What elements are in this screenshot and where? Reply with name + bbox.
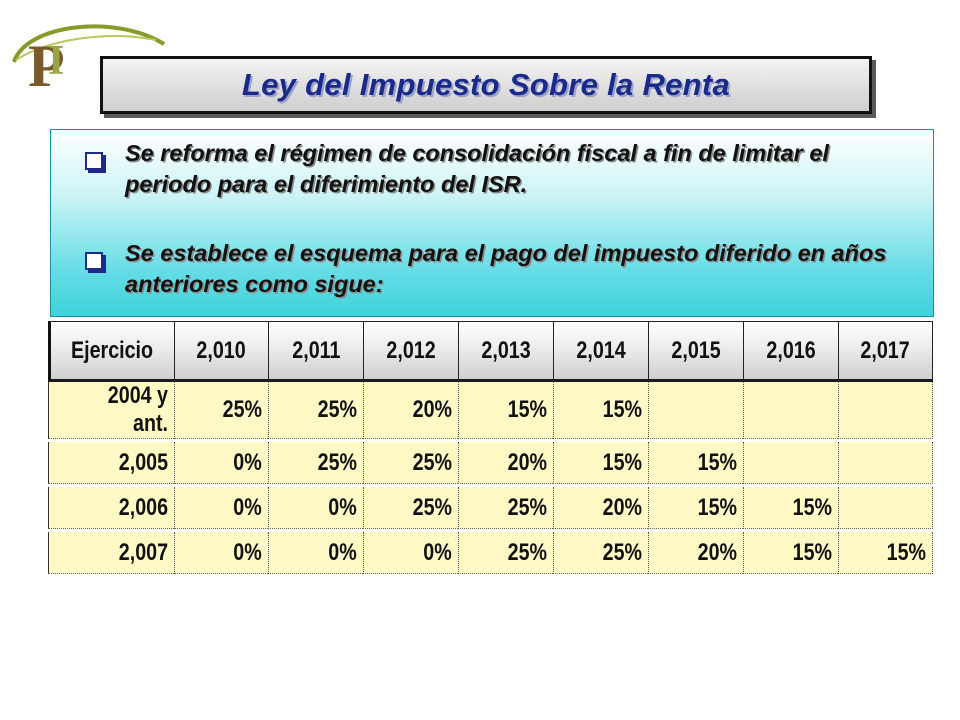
table-row: 2,006 0% 0% 25% 25% 20% 15% 15% [48,487,933,529]
header-cell: 2,017 [838,321,933,379]
table-cell: 15% [743,532,838,574]
header-cell: 2,016 [743,321,838,379]
table-cell [838,382,933,439]
table-cell: 0% [268,487,363,529]
svg-text:P: P [28,33,65,94]
deferred-tax-table: Ejercicio 2,010 2,011 2,012 2,013 2,014 … [48,321,933,574]
table-cell: 15% [838,532,933,574]
table-cell: 15% [553,382,648,439]
bullet-item: Se reforma el régimen de consolidación f… [63,138,915,200]
svg-text:I: I [48,38,64,84]
table-cell [648,382,743,439]
year-cell: 2,006 [48,487,174,529]
table-cell [838,442,933,484]
bullet-text: Se establece el esquema para el pago del… [125,240,887,297]
table-cell: 0% [174,532,268,574]
table-cell: 15% [743,487,838,529]
header-cell: 2,012 [363,321,458,379]
page-title: Ley del Impuesto Sobre la Renta [241,67,731,102]
table-cell: 15% [458,382,553,439]
table-row: 2,005 0% 25% 25% 20% 15% 15% [48,442,933,484]
table-cell: 0% [363,532,458,574]
table-row: 2,007 0% 0% 0% 25% 25% 20% 15% 15% [48,532,933,574]
table-cell: 25% [363,487,458,529]
table-cell [743,442,838,484]
table-cell: 25% [553,532,648,574]
table-cell: 15% [553,442,648,484]
table-cell: 0% [174,442,268,484]
table-cell: 25% [458,487,553,529]
table-cell: 20% [363,382,458,439]
table-cell [743,382,838,439]
year-cell: 2,007 [48,532,174,574]
title-banner: Ley del Impuesto Sobre la Renta [100,56,872,114]
table-cell: 15% [648,442,743,484]
header-cell: 2,013 [458,321,553,379]
bullet-item: Se establece el esquema para el pago del… [63,238,915,300]
table-cell: 0% [174,487,268,529]
table-cell: 25% [458,532,553,574]
table-cell: 20% [648,532,743,574]
table-cell: 20% [458,442,553,484]
header-cell: 2,014 [553,321,648,379]
year-cell: 2,005 [48,442,174,484]
header-cell: 2,015 [648,321,743,379]
header-cell: Ejercicio [48,321,174,379]
table-cell: 15% [648,487,743,529]
table-cell: 0% [268,532,363,574]
checkbox-bullet-icon [85,152,103,170]
year-cell: 2004 y ant. [48,382,174,439]
checkbox-bullet-icon [85,252,103,270]
table-cell: 25% [268,442,363,484]
table-row: 2004 y ant. 25% 25% 20% 15% 15% [48,382,933,439]
bullet-text: Se reforma el régimen de consolidación f… [125,140,829,197]
p-logo-icon: P I [12,24,166,94]
bullet-panel: Se reforma el régimen de consolidación f… [50,129,934,317]
table-header-row: Ejercicio 2,010 2,011 2,012 2,013 2,014 … [48,321,933,379]
table-cell: 25% [174,382,268,439]
table-cell: 25% [363,442,458,484]
table-cell: 20% [553,487,648,529]
table-cell: 25% [268,382,363,439]
table-cell [838,487,933,529]
header-cell: 2,010 [174,321,268,379]
header-cell: 2,011 [268,321,363,379]
